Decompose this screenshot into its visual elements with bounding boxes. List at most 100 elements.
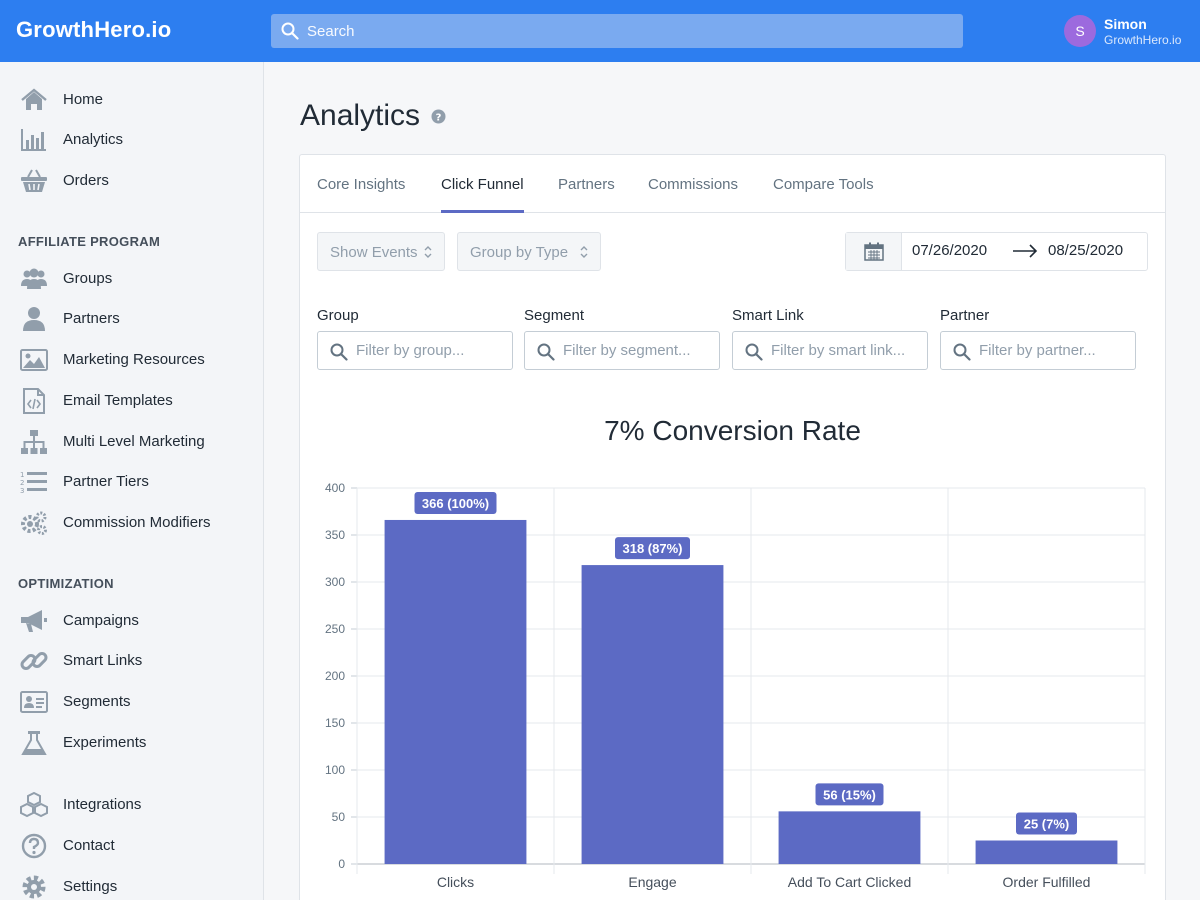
sidebar-item-label: Partner Tiers xyxy=(63,473,149,490)
y-tick-label: 250 xyxy=(325,622,345,636)
question-icon xyxy=(21,833,47,859)
user-menu[interactable]: S Simon GrowthHero.io xyxy=(1064,15,1194,49)
user-name: Simon xyxy=(1104,16,1147,32)
group-filter[interactable] xyxy=(317,331,513,370)
user-icon xyxy=(23,307,45,331)
filter-label-smart-link: Smart Link xyxy=(732,307,804,324)
sort-caret-icon xyxy=(580,246,588,258)
sidebar-item-groups[interactable]: Groups xyxy=(0,261,263,297)
sidebar-item-orders[interactable]: Orders xyxy=(0,163,263,199)
svg-text:?: ? xyxy=(436,113,442,124)
sidebar-item-label: Groups xyxy=(63,270,113,287)
search-bar[interactable] xyxy=(271,14,963,48)
sidebar-item-settings[interactable]: Settings xyxy=(0,869,263,900)
bar-0 xyxy=(384,519,527,864)
calendar-icon xyxy=(864,242,884,261)
image-icon xyxy=(20,349,48,371)
gear-icon xyxy=(22,875,46,899)
arrow-right-icon xyxy=(1013,244,1038,258)
sidebar-item-label: Home xyxy=(63,91,104,108)
link-icon xyxy=(20,652,48,670)
sidebar-item-segments[interactable]: Segments xyxy=(0,684,263,720)
avatar[interactable]: S xyxy=(1064,15,1096,47)
date-from[interactable]: 07/26/2020 xyxy=(912,242,988,259)
help-icon[interactable]: ? xyxy=(431,109,446,124)
data-label-box xyxy=(615,537,690,560)
y-tick-label: 50 xyxy=(332,810,346,824)
data-label-box xyxy=(815,783,884,806)
analytics-card: Core Insights Click Funnel Partners Comm… xyxy=(299,154,1166,900)
search-input[interactable] xyxy=(307,14,947,48)
sidebar-item-home[interactable]: Home xyxy=(0,82,263,118)
tab-commissions[interactable]: Commissions xyxy=(648,176,739,193)
funnel-chart: 0 50 100 150 200 250 300 350 400 366 (100%) Clicks… xyxy=(325,481,1146,890)
data-label: 366 (100%) xyxy=(422,496,489,511)
group-by-select[interactable]: Group by Type xyxy=(457,232,601,271)
y-tick-label: 0 xyxy=(338,857,345,871)
data-label: 25 (7%) xyxy=(1024,817,1070,832)
show-events-label: Show Events xyxy=(330,244,418,261)
data-label: 56 (15%) xyxy=(823,787,876,802)
basket-icon xyxy=(21,169,47,192)
date-range-picker[interactable]: 07/26/2020 08/25/2020 xyxy=(845,232,1148,271)
tab-core-insights[interactable]: Core Insights xyxy=(317,176,406,193)
sidebar-item-multi-level-marketing[interactable]: Multi Level Marketing xyxy=(0,424,263,460)
tab-compare-tools[interactable]: Compare Tools xyxy=(773,176,874,193)
sidebar-item-partner-tiers[interactable]: 1 2 3 Partner Tiers xyxy=(0,464,263,500)
sidebar-item-label: Analytics xyxy=(63,131,124,148)
sort-caret-icon xyxy=(424,246,432,258)
sidebar-item-integrations[interactable]: Integrations xyxy=(0,787,263,823)
sidebar-item-experiments[interactable]: Experiments xyxy=(0,725,263,761)
date-to[interactable]: 08/25/2020 xyxy=(1048,242,1124,259)
svg-text:3: 3 xyxy=(20,487,24,495)
x-tick-label: Clicks xyxy=(437,874,474,890)
sidebar-item-label: Contact xyxy=(63,837,115,854)
sidebar-item-label: Marketing Resources xyxy=(63,351,205,368)
sidebar-item-partners[interactable]: Partners xyxy=(0,301,263,337)
numbered-list-icon: 1 2 3 xyxy=(20,471,47,495)
search-icon xyxy=(281,22,299,40)
segment-filter-input[interactable] xyxy=(563,332,713,369)
users-icon xyxy=(21,268,47,289)
segment-filter[interactable] xyxy=(524,331,720,370)
section-title-optimization: OPTIMIZATION xyxy=(18,576,114,591)
y-tick-label: 400 xyxy=(325,481,345,495)
calendar-button[interactable] xyxy=(846,233,902,270)
smart-link-filter-input[interactable] xyxy=(771,332,921,369)
x-tick-label: Order Fulfilled xyxy=(1003,874,1091,890)
smart-link-filter[interactable] xyxy=(732,331,928,370)
sidebar-item-label: Partners xyxy=(63,310,120,327)
sidebar-item-label: Smart Links xyxy=(63,652,143,669)
sidebar-item-label: Multi Level Marketing xyxy=(63,433,205,450)
sidebar-item-marketing-resources[interactable]: Marketing Resources xyxy=(0,342,263,378)
show-events-select[interactable]: Show Events xyxy=(317,232,445,271)
sidebar-item-analytics[interactable]: Analytics xyxy=(0,122,263,158)
sidebar-item-label: Orders xyxy=(63,172,109,189)
search-icon xyxy=(537,343,555,361)
sidebar: Home Analytics Orders AFFILIATE PROGRAM xyxy=(0,62,264,900)
brand-logo[interactable]: GrowthHero.io xyxy=(16,17,172,42)
partner-filter[interactable] xyxy=(940,331,1136,370)
sidebar-item-contact[interactable]: Contact xyxy=(0,828,263,864)
sidebar-item-label: Settings xyxy=(63,878,118,895)
sidebar-item-label: Integrations xyxy=(63,796,142,813)
filter-label-segment: Segment xyxy=(524,307,585,324)
x-tick-label: Add To Cart Clicked xyxy=(788,874,911,890)
sidebar-item-label: Commission Modifiers xyxy=(63,514,211,531)
sidebar-item-label: Campaigns xyxy=(63,612,139,629)
bar-3 xyxy=(975,840,1118,864)
y-tick-label: 200 xyxy=(325,669,345,683)
sidebar-item-commission-modifiers[interactable]: Commission Modifiers xyxy=(0,505,263,541)
code-file-icon xyxy=(23,388,45,414)
tab-partners[interactable]: Partners xyxy=(558,176,615,193)
svg-text:2: 2 xyxy=(20,479,24,487)
sidebar-item-campaigns[interactable]: Campaigns xyxy=(0,603,263,639)
search-icon xyxy=(953,343,971,361)
sidebar-item-smart-links[interactable]: Smart Links xyxy=(0,643,263,679)
tab-click-funnel[interactable]: Click Funnel xyxy=(441,176,524,213)
group-filter-input[interactable] xyxy=(356,332,506,369)
sidebar-item-email-templates[interactable]: Email Templates xyxy=(0,383,263,419)
partner-filter-input[interactable] xyxy=(979,332,1129,369)
search-icon xyxy=(330,343,348,361)
filter-label-group: Group xyxy=(317,307,359,324)
